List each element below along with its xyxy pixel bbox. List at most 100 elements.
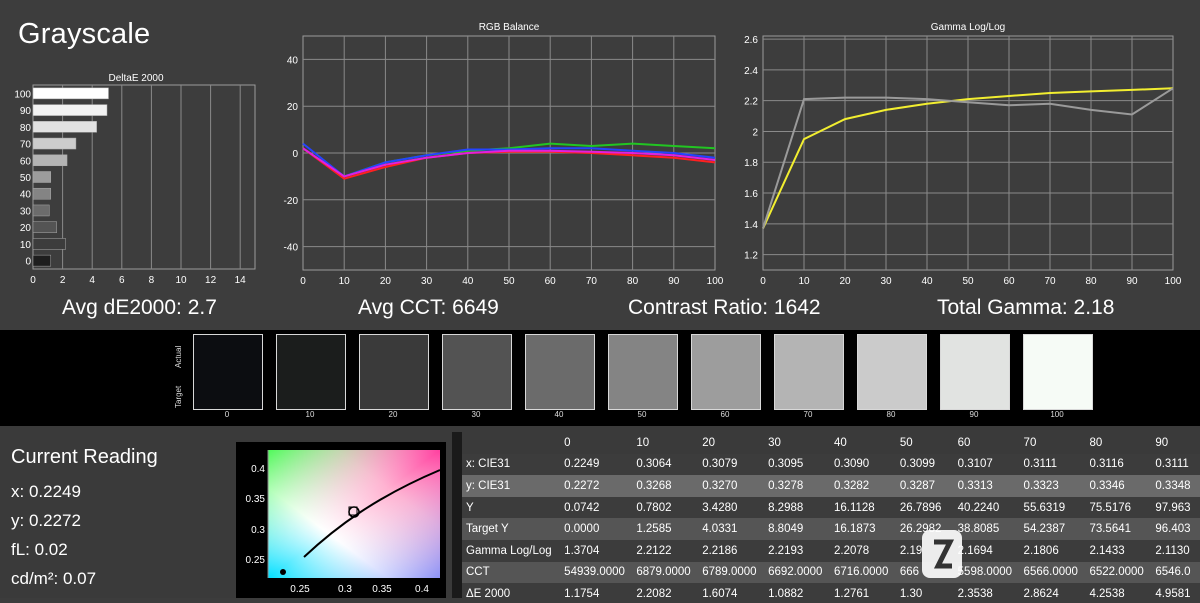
column-header: 0 <box>560 432 633 454</box>
table-cell: 2.1694 <box>953 539 1020 562</box>
reading-point <box>280 569 286 575</box>
column-header: 30 <box>764 432 830 454</box>
bar <box>32 154 68 167</box>
table-cell: 2.2078 <box>829 539 896 562</box>
swatch-label: 0 <box>224 410 230 419</box>
y-tick-label: 80 <box>20 123 32 134</box>
cie-y-tick: 0.4 <box>251 464 265 475</box>
swatch-label: 30 <box>471 410 481 419</box>
x-tick-label: 100 <box>1165 276 1182 287</box>
y-tick-label: 2 <box>752 127 758 138</box>
table-cell: 2.2186 <box>698 539 765 562</box>
bar <box>32 104 108 116</box>
avg-de-stat: Avg dE2000: 2.7 <box>62 296 217 319</box>
table-row: ΔE 2000 1.1754 2.2082 1.6074 1.0882 1.2761 1.3… <box>462 583 1200 598</box>
table-cell: 0.3278 <box>764 475 830 497</box>
x-tick-label: 10 <box>175 275 187 286</box>
table-cell: 0.3346 <box>1085 475 1152 497</box>
bar <box>32 187 52 200</box>
x-tick-label: 80 <box>627 276 639 287</box>
x-tick-label: 50 <box>962 276 974 287</box>
cie-y-tick: 0.25 <box>246 555 266 566</box>
deltae-chart: DeltaE 2000 0 2 4 6 8 10 12 14 100 90 80 70 60 50 40 30 2… <box>0 70 270 290</box>
table-cell: 3.4280 <box>698 496 765 519</box>
table-cell: 54939.0000 <box>560 561 633 584</box>
table-row: x: CIE31 0.2249 0.3064 0.3079 0.3095 0.3090 0.… <box>462 453 1200 476</box>
bar <box>32 171 52 183</box>
row-label-target: Target <box>174 385 183 408</box>
table-cell: 2.1130 <box>1151 539 1200 562</box>
reading-x: x: 0.2249 <box>11 482 81 501</box>
x-tick-label: 70 <box>586 276 598 287</box>
row-label: Y <box>462 496 561 519</box>
table-cell: 0.3287 <box>895 475 954 497</box>
table-cell: 6566.0000 <box>1019 561 1086 584</box>
x-tick-label: 40 <box>921 276 933 287</box>
x-tick-label: 6 <box>119 275 125 286</box>
total-gamma-stat: Total Gamma: 2.18 <box>937 296 1115 319</box>
rgb-balance-svg: RGB Balance 0 10 20 30 40 50 60 70 80 90 100 40 20 0 -2… <box>284 22 724 287</box>
x-tick-label: 30 <box>880 276 892 287</box>
series-line <box>762 87 1174 229</box>
swatch <box>774 334 844 410</box>
table-cell: 0.3111 <box>1151 453 1200 476</box>
table-cell: 26.7896 <box>895 496 954 519</box>
table-cell: 2.1433 <box>1085 539 1152 562</box>
cie-y-tick: 0.3 <box>251 525 265 536</box>
table-cell: 55.6319 <box>1019 496 1086 519</box>
table-row: CCT 54939.0000 6879.0000 6789.0000 6692.0000… <box>462 561 1200 584</box>
table-cell: 0.2249 <box>560 453 633 476</box>
x-tick-label: 20 <box>380 276 392 287</box>
column-header <box>462 432 561 454</box>
swatch <box>276 334 346 410</box>
y-tick-label: 1.6 <box>744 189 758 200</box>
x-tick-label: 60 <box>545 276 557 287</box>
table-header-row: 0 10 20 30 40 50 60 70 80 90 <box>462 432 1200 454</box>
cie-chart-svg: 0.4 0.35 0.3 0.25 0.25 0.3 0.35 0.4 <box>246 450 441 595</box>
column-header: 20 <box>698 432 765 454</box>
table-cell: 8.8049 <box>764 518 830 540</box>
table-cell: 96.403 <box>1151 518 1200 540</box>
column-header: 40 <box>829 432 896 454</box>
measurement-table: 0 10 20 30 40 50 60 70 80 90 x: CIE31 0.2249 0.3064 0… <box>462 432 1200 598</box>
gamma-svg: Gamma Log/Log 0 10 20 30 40 50 60 70 80 90 100 2.6 2.… <box>744 22 1182 287</box>
bar <box>32 254 52 267</box>
swatch-label: 40 <box>554 410 564 419</box>
table-cell: 1.30 <box>895 583 954 598</box>
page-title: Grayscale <box>18 18 151 50</box>
y-tick-label: 1.8 <box>744 158 758 169</box>
y-tick-label: 40 <box>20 190 32 201</box>
planckian-locus <box>303 469 441 558</box>
swatch <box>1023 334 1093 410</box>
cie-x-tick: 0.25 <box>290 584 310 595</box>
series-line <box>762 87 1174 229</box>
avg-cct-stat: Avg CCT: 6649 <box>358 296 499 319</box>
contrast-ratio-stat: Contrast Ratio: 1642 <box>628 296 821 319</box>
x-tick-label: 0 <box>300 276 306 287</box>
swatch-label: 100 <box>1050 410 1064 419</box>
table-cell: 6692.0000 <box>764 561 830 584</box>
row-label: Target Y <box>462 518 561 540</box>
chart-title: RGB Balance <box>479 22 540 33</box>
bar <box>32 121 97 133</box>
table-cell: 1.1754 <box>560 583 633 598</box>
current-reading-title: Current Reading <box>11 446 158 468</box>
cie-x-tick: 0.4 <box>415 584 429 595</box>
swatch <box>442 334 512 410</box>
chart-title: DeltaE 2000 <box>108 73 163 84</box>
chart-title: Gamma Log/Log <box>931 22 1006 33</box>
x-tick-label: 10 <box>798 276 810 287</box>
swatch <box>359 334 429 410</box>
swatch <box>608 334 678 410</box>
series-line <box>302 147 716 180</box>
y-tick-label: 90 <box>20 106 32 117</box>
cie-x-tick: 0.35 <box>372 584 392 595</box>
table-cell: 6789.0000 <box>698 561 765 584</box>
table-cell: 16.1873 <box>829 518 896 540</box>
table-cell: 5598.0000 <box>953 561 1020 584</box>
y-tick-label: 2.2 <box>744 97 758 108</box>
table-scroll-handle[interactable] <box>452 432 462 598</box>
table-cell: 4.0331 <box>698 518 765 540</box>
swatch-label: 90 <box>969 410 979 419</box>
